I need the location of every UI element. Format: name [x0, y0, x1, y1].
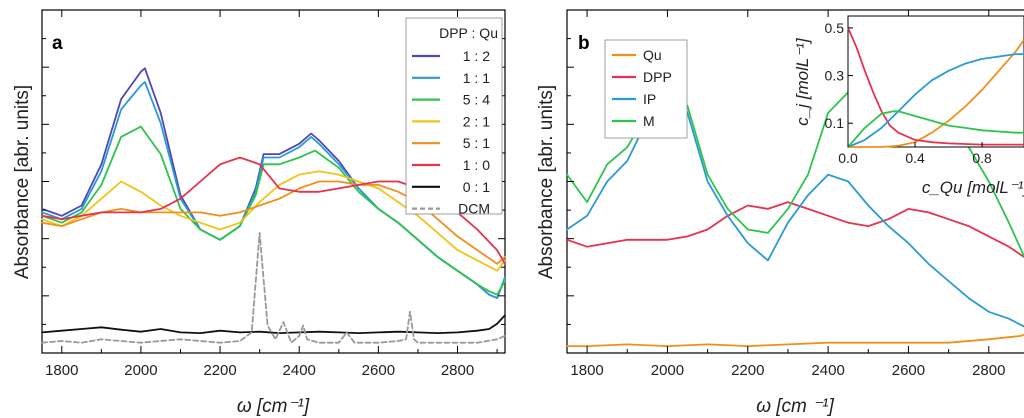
panel-b-series-qu	[566, 333, 1024, 348]
panel-b-x-tick-label: 2000	[651, 362, 684, 379]
panel-a-legend-label-2-1: 2 : 1	[463, 113, 490, 129]
panel-a-series-2-1	[41, 170, 506, 272]
panel-b-x-ticks: 1800 2000 2200 2400 2600 2800	[570, 10, 1005, 379]
panel-a-y-ticks	[42, 38, 505, 325]
panel-a-x-tick-label: 2400	[283, 362, 316, 379]
panel-b-x-tick-label: 2400	[811, 362, 844, 379]
panel-b-letter: b	[578, 33, 590, 54]
inset-y-tick-label: 0.5	[825, 20, 845, 36]
panel-a-series-dcm	[41, 231, 506, 344]
inset-y-axis-label: c_j [molL⁻¹]	[793, 37, 812, 126]
panel-a-x-ticks: 1800 2000 2200 2400 2600 2800	[45, 10, 498, 379]
panel-a-legend: DPP : Qu 1 : 2 1 : 1 5 : 4 2 : 1 5 : 1 1 : 0 0…	[405, 17, 503, 217]
panel-b-x-tick-label: 2800	[972, 362, 1005, 379]
panel-a-series-5-1	[41, 180, 506, 265]
inset-y-tick-label: 0.1	[825, 115, 845, 131]
panel-b-legend-label-qu: Qu	[643, 47, 662, 63]
panel-a-letter: a	[52, 33, 63, 54]
panel-b-legend-label-ip: IP	[643, 91, 656, 107]
panel-b-y-ticks	[567, 38, 574, 325]
panel-a-x-tick-label: 1800	[45, 362, 78, 379]
panel-a-series-0-1	[41, 314, 506, 335]
panel-b-x-tick-label: 2600	[892, 362, 925, 379]
panel-a-x-tick-label: 2800	[441, 362, 474, 379]
panel-a-legend-label-1-1: 1 : 1	[463, 70, 490, 86]
inset-x-tick-label: 0.4	[905, 150, 925, 166]
panel-a-legend-label-1-0: 1 : 0	[463, 157, 490, 173]
panel-b: 1800 2000 2200 2400 2600 2800 b ω [cm ⁻¹] Abs…	[536, 9, 1024, 417]
panel-a-legend-label-dcm: DCM	[458, 201, 490, 217]
panel-b-legend: Qu DPP IP M	[604, 39, 688, 139]
panel-b-legend-label-dpp: DPP	[643, 69, 672, 85]
panel-a-series-5-4	[41, 125, 506, 296]
inset-x-tick-label: 0.0	[838, 150, 858, 166]
panel-a-legend-box	[405, 17, 503, 215]
panel-b-legend-label-m: M	[643, 113, 655, 129]
inset-x-ticks: 0.0 0.4 0.8	[838, 142, 992, 166]
panel-b-y-axis-label: Absorbance [abr. units]	[536, 85, 557, 279]
panel-a-x-tick-label: 2200	[203, 362, 236, 379]
panel-b-x-axis-label: ω [cm ⁻¹]	[756, 396, 834, 417]
panel-a-legend-label-0-1: 0 : 1	[463, 179, 490, 195]
panel-a-x-tick-label: 2600	[362, 362, 395, 379]
panel-a-legend-label-5-4: 5 : 4	[463, 92, 490, 108]
panel-a-legend-label-5-1: 5 : 1	[463, 135, 490, 151]
panel-a-legend-title: DPP : Qu	[439, 25, 498, 41]
panel-a-x-axis-label: ω [cm⁻¹]	[237, 396, 310, 417]
panel-a-y-axis-label: Absorbance [abr. units]	[12, 85, 33, 279]
inset-y-ticks: 0.1 0.3 0.5	[825, 20, 853, 131]
panel-a-legend-label-1-2: 1 : 2	[463, 48, 490, 64]
inset-series-m	[847, 110, 1024, 148]
panel-b-x-tick-label: 1800	[570, 362, 603, 379]
inset-frame	[847, 15, 1024, 148]
panel-b-x-tick-label: 2200	[731, 362, 764, 379]
inset-x-tick-label: 0.8	[972, 150, 992, 166]
inset-y-tick-label: 0.3	[825, 68, 845, 84]
panel-a-plot-area	[41, 67, 506, 344]
inset-x-axis-label: c_Qu [molL⁻¹]	[922, 178, 1024, 197]
panel-b-inset: 0.0 0.4 0.8 0.1 0.3 0.5 c_Qu [molL⁻¹] c_j [m…	[793, 15, 1024, 197]
panel-b-series-dpp	[566, 201, 1024, 259]
panel-a-x-tick-label: 2000	[124, 362, 157, 379]
inset-series-ip	[847, 53, 1024, 148]
panel-a: 1800 2000 2200 2400 2600 2800 a ω [cm⁻¹] Abso…	[12, 9, 506, 417]
inset-series-qu	[848, 39, 1024, 148]
